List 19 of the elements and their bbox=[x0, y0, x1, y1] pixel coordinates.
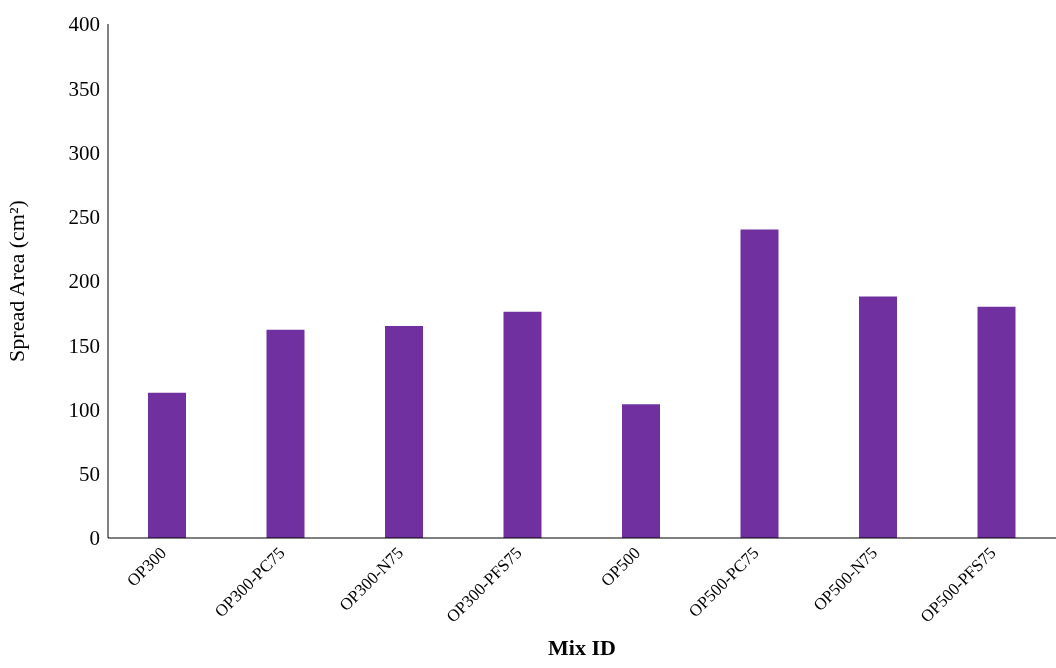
bar bbox=[977, 306, 1016, 538]
y-tick-label: 100 bbox=[68, 397, 100, 422]
y-tick-label: 50 bbox=[79, 462, 100, 487]
x-axis-title: Mix ID bbox=[548, 635, 616, 660]
bar bbox=[148, 392, 186, 538]
y-axis-title: Spread Area (cm²) bbox=[3, 200, 29, 362]
bar bbox=[859, 296, 897, 538]
y-tick-label: 250 bbox=[68, 205, 100, 230]
y-tick-label: 200 bbox=[68, 269, 100, 294]
y-tick-label: 150 bbox=[68, 333, 100, 358]
y-tick-label: 0 bbox=[89, 526, 100, 551]
y-tick-label: 400 bbox=[68, 12, 100, 37]
bar bbox=[740, 229, 779, 538]
bar bbox=[503, 311, 542, 538]
bar bbox=[385, 325, 423, 538]
y-tick-label: 300 bbox=[68, 140, 100, 165]
y-tick-label: 350 bbox=[68, 76, 100, 101]
bar bbox=[622, 404, 660, 538]
bar bbox=[266, 329, 305, 538]
